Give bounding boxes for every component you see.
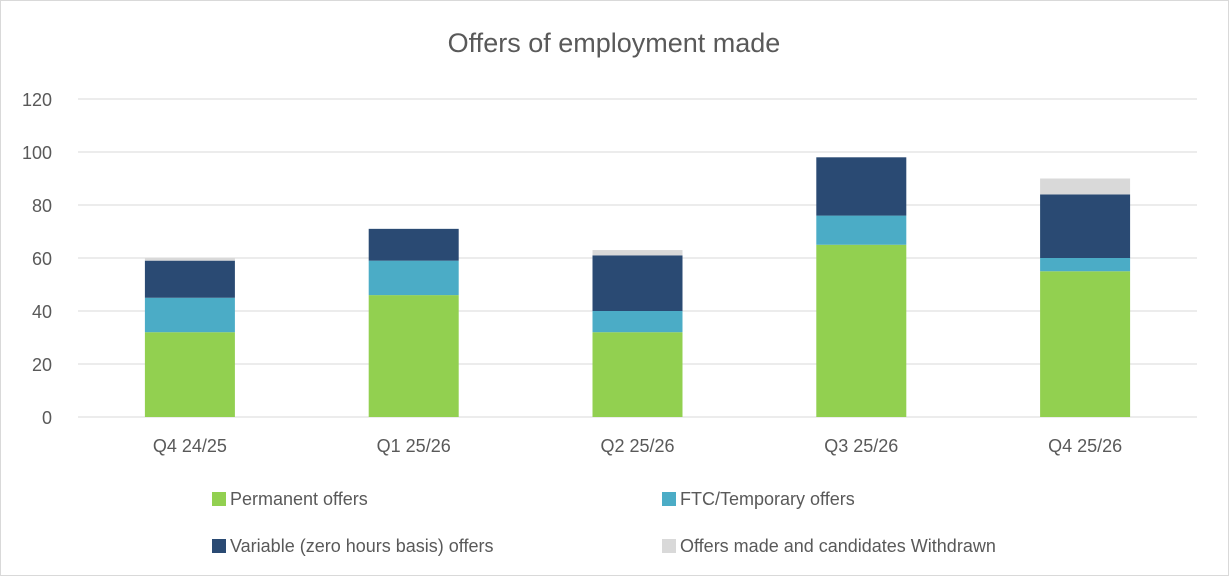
bar-segment (368, 260, 459, 296)
bar-segment (1040, 178, 1131, 195)
y-tick-label: 40 (32, 302, 52, 322)
legend-swatch (212, 492, 226, 506)
x-tick-label: Q1 25/26 (377, 436, 451, 456)
bar-segment (144, 332, 235, 417)
bar-segment (144, 260, 235, 298)
bar-segment (1040, 271, 1131, 417)
legend-swatch (662, 539, 676, 553)
y-tick-label: 0 (42, 408, 52, 428)
bar-segment (816, 215, 907, 245)
bar-segment (816, 244, 907, 417)
bar-segment (1040, 194, 1131, 258)
legend-label: Variable (zero hours basis) offers (230, 536, 493, 556)
x-tick-label: Q3 25/26 (824, 436, 898, 456)
legend-swatch (212, 539, 226, 553)
y-tick-label: 100 (22, 143, 52, 163)
bar-segment (144, 297, 235, 333)
bar-segment (592, 255, 683, 311)
bar-segment (368, 295, 459, 417)
bar-segment (368, 228, 459, 261)
bar-segment (816, 157, 907, 216)
y-tick-label: 120 (22, 90, 52, 110)
bar-segment (1040, 258, 1131, 272)
x-tick-label: Q4 25/26 (1048, 436, 1122, 456)
y-tick-label: 20 (32, 355, 52, 375)
legend-label: Permanent offers (230, 489, 368, 509)
legend-label: Offers made and candidates Withdrawn (680, 536, 996, 556)
x-tick-label: Q4 24/25 (153, 436, 227, 456)
legend-label: FTC/Temporary offers (680, 489, 855, 509)
bar-segment (592, 250, 683, 256)
bar-segment (592, 332, 683, 417)
chart-title: Offers of employment made (448, 28, 781, 58)
legend-swatch (662, 492, 676, 506)
y-tick-label: 80 (32, 196, 52, 216)
y-tick-label: 60 (32, 249, 52, 269)
bar-segment (592, 311, 683, 333)
x-tick-label: Q2 25/26 (600, 436, 674, 456)
bar-segment (144, 258, 235, 261)
